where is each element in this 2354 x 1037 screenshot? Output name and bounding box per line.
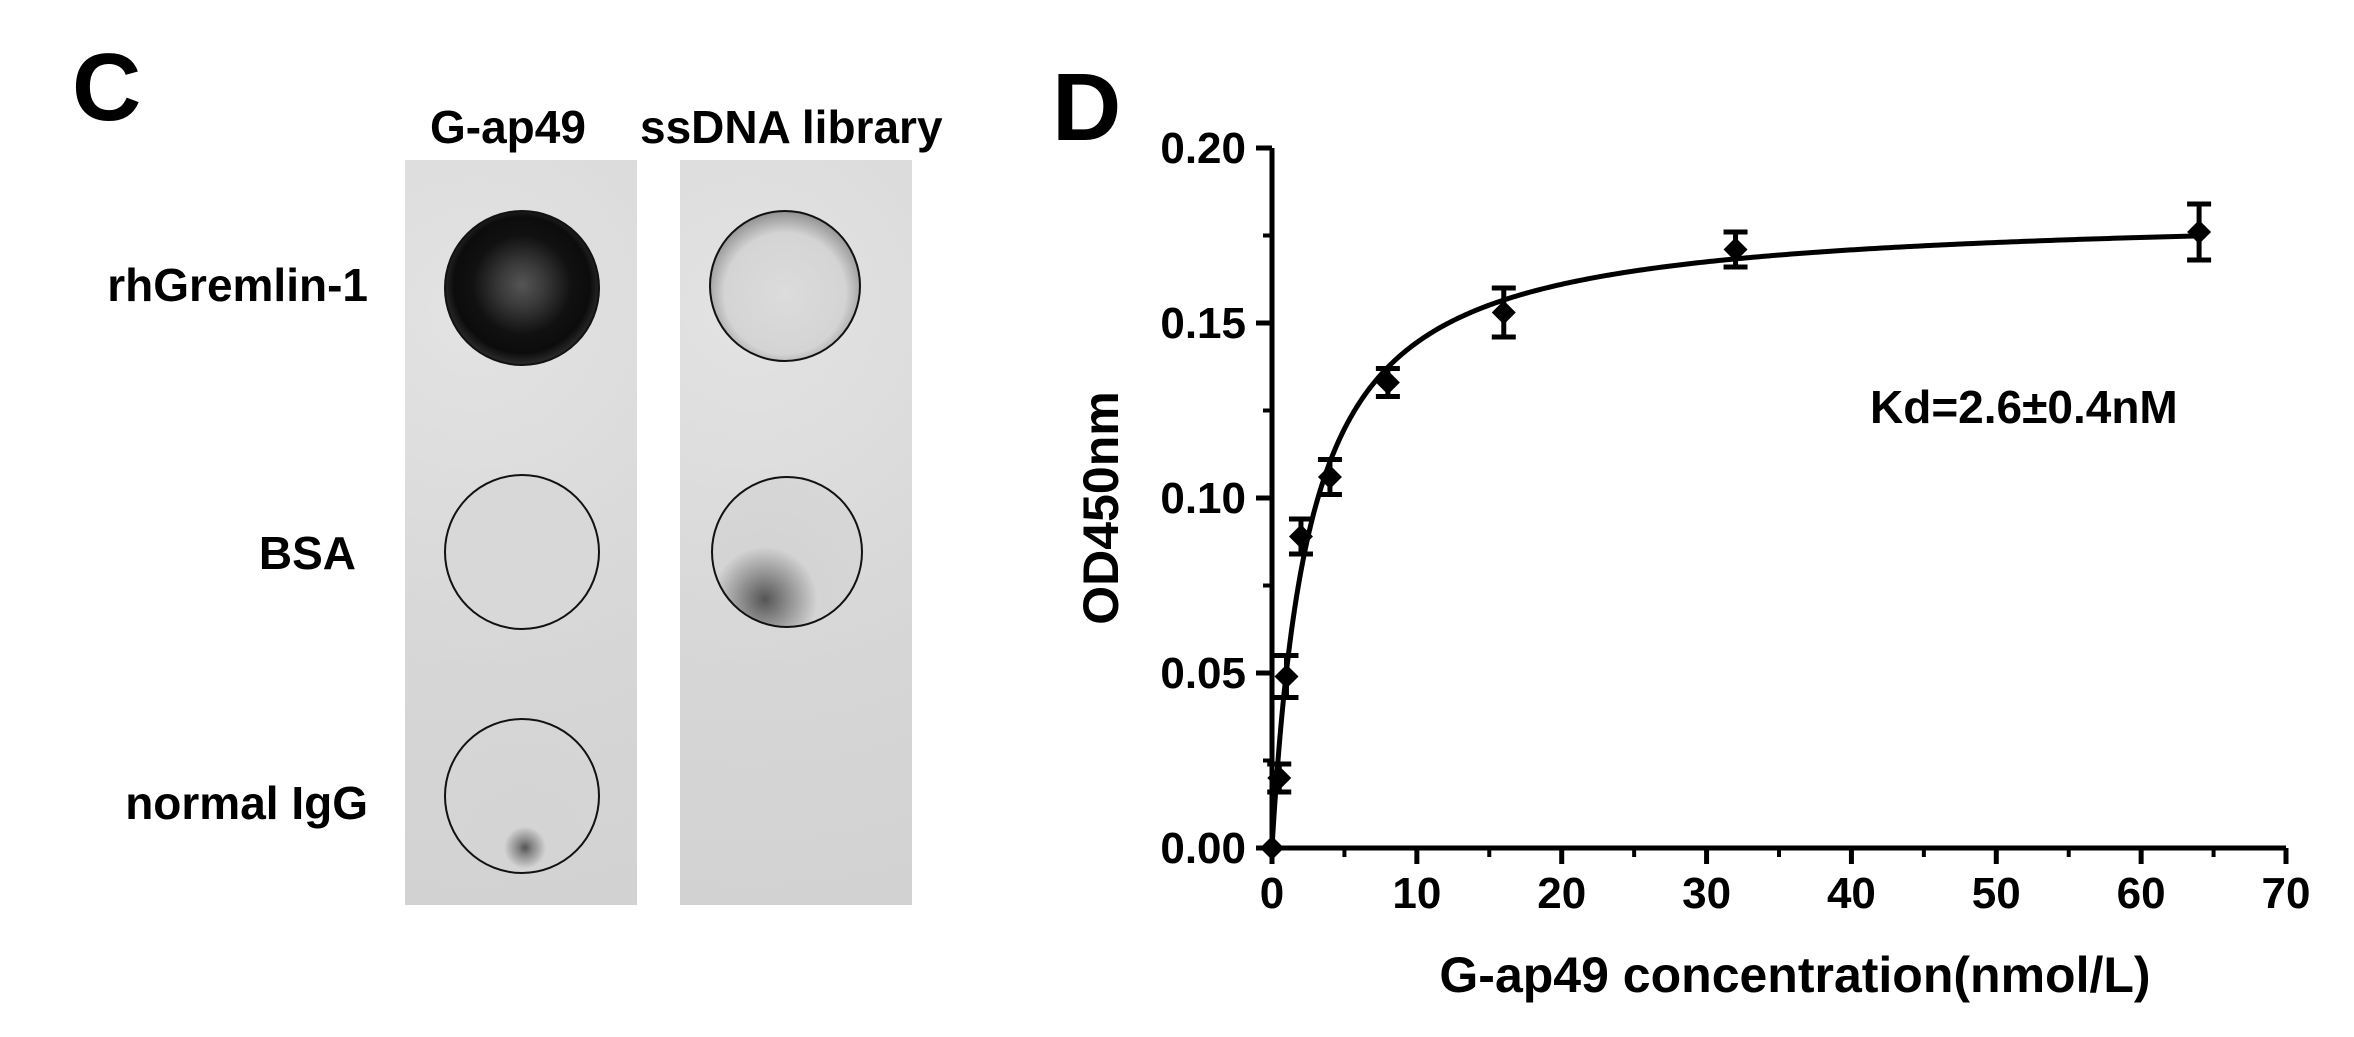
row-label-bsa: BSA (258, 527, 356, 579)
y-tick-label-1: 0.05 (1160, 649, 1246, 698)
x-axis-label: G-ap49 concentration(nmol/L) (1439, 947, 2150, 1003)
x-tick-label-6: 60 (2117, 869, 2166, 918)
x-tick-label-5: 50 (1972, 869, 2021, 918)
column-label-g-ap49: G-ap49 (430, 101, 586, 153)
panel-d-letter: D (1052, 54, 1122, 161)
data-point-4 (1317, 465, 1342, 489)
dot-ssdna-bsa (711, 476, 863, 628)
y-tick-label-4: 0.20 (1160, 124, 1246, 173)
fit-curve (1269, 233, 2200, 849)
data-point-6 (1491, 300, 1516, 325)
kd-annotation: Kd=2.6±0.4nM (1870, 381, 2178, 433)
row-label-rhgremlin-1: rhGremlin-1 (107, 259, 368, 311)
panel-c-letter: C (72, 34, 142, 141)
data-point-5 (1375, 370, 1400, 395)
data-point-1 (1267, 766, 1292, 790)
data-point-3 (1288, 524, 1313, 549)
x-tick-label-2: 20 (1537, 869, 1586, 918)
row-label-normal-igg: normal IgG (125, 777, 368, 829)
x-tick-label-0: 0 (1260, 869, 1284, 918)
y-tick-label-0: 0.00 (1160, 824, 1246, 873)
y-tick-label-2: 0.10 (1160, 474, 1246, 523)
x-tick-label-3: 30 (1682, 869, 1731, 918)
dot-g-ap49-normal-igg (444, 718, 600, 874)
y-tick-label-3: 0.15 (1160, 299, 1246, 348)
data-point-2 (1274, 664, 1299, 689)
x-tick-label-4: 40 (1827, 869, 1876, 918)
data-point-7 (1723, 237, 1748, 262)
dot-g-ap49-rhgremlin-1 (444, 210, 600, 366)
dot-ssdna-rhgremlin-1 (709, 210, 861, 362)
data-point-0 (1260, 836, 1284, 860)
data-point-8 (2187, 220, 2212, 244)
y-axis-label: OD450nm (1073, 391, 1129, 624)
dot-g-ap49-bsa (444, 474, 600, 630)
x-tick-label-7: 70 (2262, 869, 2311, 918)
column-label-ssdna-library: ssDNA library (640, 101, 943, 153)
x-tick-label-1: 10 (1392, 869, 1441, 918)
